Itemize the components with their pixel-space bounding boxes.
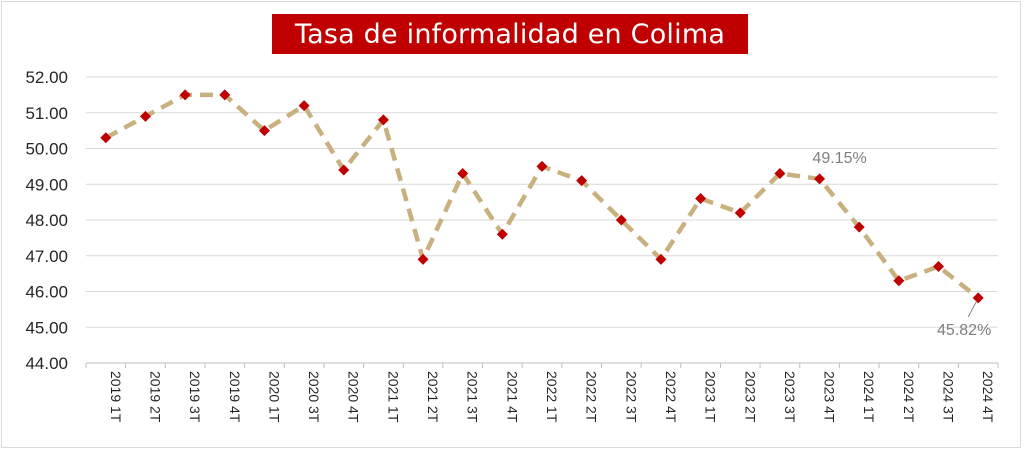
x-tick-label: 2023 2T <box>742 371 758 423</box>
y-tick-label: 44.00 <box>25 354 68 373</box>
x-tick-label: 2024 3T <box>941 371 957 423</box>
y-tick-label: 46.00 <box>25 283 68 302</box>
x-tick-label: 2024 1T <box>861 371 877 423</box>
y-tick-label: 47.00 <box>25 247 68 266</box>
x-tick-label: 2021 1T <box>385 371 401 423</box>
data-point-marker <box>734 207 746 219</box>
annotations: 49.15% 45.82% <box>812 150 991 339</box>
annotation-label: 45.82% <box>937 322 991 339</box>
x-tick-label: 2024 4T <box>980 371 996 423</box>
x-tick-label: 2022 4T <box>663 371 679 423</box>
data-point-marker <box>258 125 270 137</box>
data-point-marker <box>179 89 191 101</box>
y-tick-label: 52.00 <box>25 68 68 87</box>
data-point-marker <box>853 221 865 233</box>
data-point-marker <box>695 193 707 205</box>
x-tick-label: 2022 2T <box>584 371 600 423</box>
x-axis-ticks: 2019 1T 2019 2T 2019 3T 2019 4T 2020 1T 2020 … <box>108 371 996 423</box>
data-point-marker <box>417 253 429 265</box>
x-tick-label: 2020 3T <box>306 371 322 423</box>
series-line <box>104 92 980 300</box>
data-point-marker <box>496 228 508 240</box>
annotation-leader <box>967 301 977 318</box>
y-tick-label: 50.00 <box>25 140 68 159</box>
x-tick-label: 2022 3T <box>623 371 639 423</box>
x-tick-label: 2019 1T <box>108 371 124 423</box>
data-point-marker <box>338 164 350 176</box>
data-point-marker <box>298 100 310 112</box>
chart-title-box: Tasa de informalidad en Colima <box>272 14 748 54</box>
y-tick-label: 45.00 <box>25 318 68 337</box>
data-point-marker <box>100 132 112 144</box>
x-tick-label: 2022 1T <box>544 371 560 423</box>
data-point-marker <box>972 292 984 304</box>
x-tick-label: 2021 3T <box>465 371 481 423</box>
x-axis <box>85 362 999 368</box>
x-tick-label: 2020 1T <box>266 371 282 423</box>
series-group <box>100 89 984 304</box>
gridlines <box>86 76 998 328</box>
x-tick-label: 2021 4T <box>504 371 520 423</box>
data-point-marker <box>893 275 905 287</box>
y-axis-ticks: 44.00 45.00 46.00 47.00 48.00 49.00 50.00 51.00… <box>25 68 68 373</box>
x-tick-label: 2024 2T <box>901 371 917 423</box>
x-tick-label: 2023 4T <box>822 371 838 423</box>
y-tick-label: 49.00 <box>25 175 68 194</box>
x-tick-label: 2023 3T <box>782 371 798 423</box>
y-tick-label: 48.00 <box>25 211 68 230</box>
data-point-marker <box>457 168 469 180</box>
x-tick-label: 2023 1T <box>703 371 719 423</box>
data-point-marker <box>615 214 627 226</box>
data-point-marker <box>814 173 826 185</box>
x-tick-label: 2019 3T <box>187 371 203 423</box>
chart-title: Tasa de informalidad en Colima <box>294 18 726 50</box>
data-point-marker <box>655 253 667 265</box>
x-tick-label: 2019 4T <box>227 371 243 423</box>
y-tick-label: 51.00 <box>25 104 68 123</box>
data-point-marker <box>933 260 945 272</box>
data-point-marker <box>139 110 151 122</box>
data-point-marker <box>536 160 548 172</box>
annotation-label: 49.15% <box>812 150 866 167</box>
x-tick-label: 2020 4T <box>346 371 362 423</box>
data-point-marker <box>377 114 389 126</box>
data-point-marker <box>576 175 588 187</box>
data-point-marker <box>219 89 231 101</box>
x-tick-label: 2019 2T <box>147 371 163 423</box>
data-point-marker <box>774 168 786 180</box>
x-tick-label: 2021 2T <box>425 371 441 423</box>
